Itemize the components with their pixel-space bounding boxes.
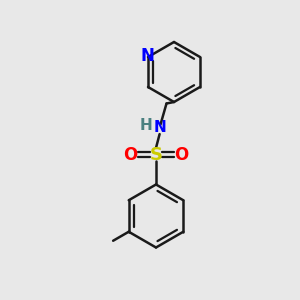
Text: H: H bbox=[139, 118, 152, 134]
Text: N: N bbox=[140, 47, 154, 65]
Text: O: O bbox=[123, 146, 138, 164]
Text: S: S bbox=[149, 146, 163, 164]
Text: O: O bbox=[174, 146, 189, 164]
Text: N: N bbox=[153, 120, 166, 135]
